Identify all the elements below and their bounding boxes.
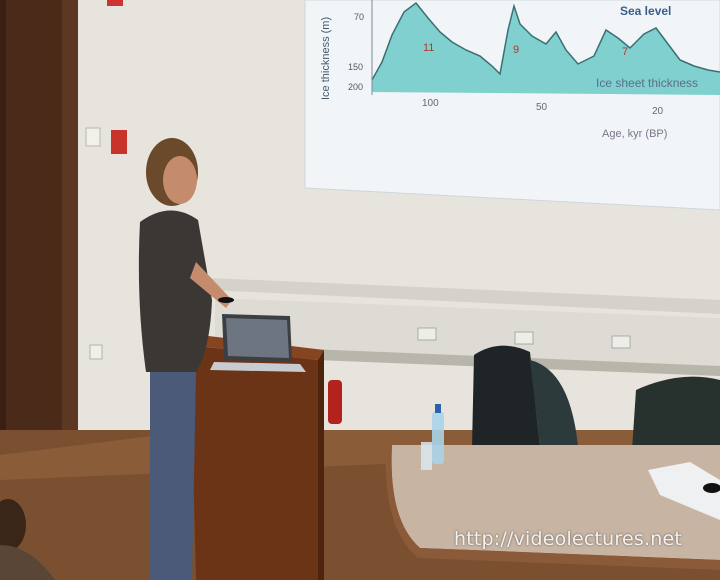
slide-y-axis-label: Ice thickness (m) — [320, 16, 332, 100]
slide-y-tick: 150 — [348, 62, 364, 72]
audience-member — [0, 499, 55, 580]
exit-sign — [107, 0, 123, 6]
x-axis-label: Age, kyr (BP) — [602, 128, 668, 140]
sea-level-label: Sea level — [620, 4, 672, 18]
ice-thickness-area — [372, 3, 720, 95]
door — [0, 0, 78, 455]
water-glass — [421, 442, 432, 470]
chair-right — [632, 376, 720, 450]
projection-screen — [304, 0, 720, 211]
x-tick: 50 — [536, 102, 548, 113]
wall-socket — [89, 344, 103, 360]
ice-sheet-label: Ice sheet thickness — [596, 76, 699, 90]
peak-label: 9 — [513, 44, 520, 56]
wall-rail — [210, 278, 720, 376]
fire-alarm — [111, 130, 127, 154]
x-tick: 20 — [652, 106, 664, 117]
papers — [648, 462, 720, 520]
peak-label: 7 — [622, 46, 629, 58]
slide-y-tick: 200 — [348, 82, 364, 92]
conference-table — [385, 445, 720, 570]
light-switch — [85, 127, 101, 147]
chair-left — [472, 345, 578, 448]
presenter — [138, 138, 234, 580]
laptop-icon — [210, 314, 306, 372]
fire-extinguisher — [328, 380, 342, 424]
watermark: http://videolectures.net — [453, 528, 682, 550]
x-tick: 100 — [422, 98, 439, 109]
remote-control — [703, 483, 720, 493]
water-bottle-icon — [432, 404, 444, 464]
sea-level-line — [371, 1, 720, 81]
peak-label: 11 — [423, 42, 435, 54]
slide-y-tick: 70 — [354, 12, 365, 22]
